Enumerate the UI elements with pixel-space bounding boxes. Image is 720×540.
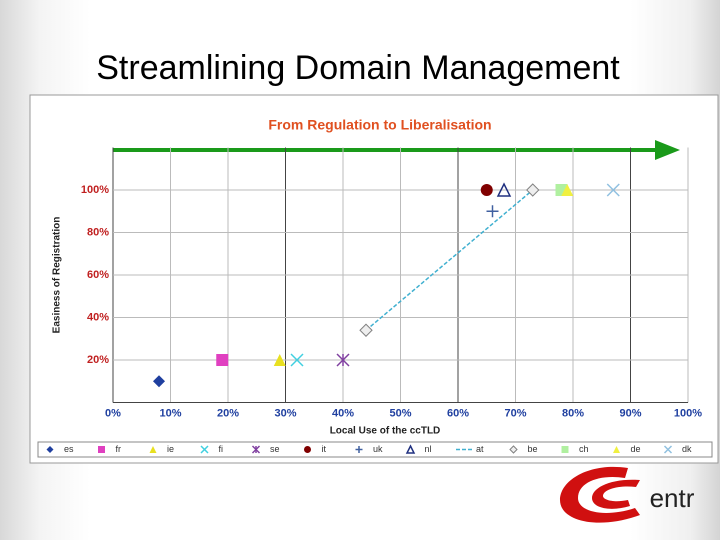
marker	[200, 445, 209, 454]
y-axis-label: Easiness of Registration	[52, 217, 63, 334]
marker	[304, 446, 311, 453]
triangle	[613, 446, 620, 453]
marker	[149, 446, 157, 453]
marker	[561, 184, 574, 196]
marker	[290, 353, 304, 367]
stroke	[606, 183, 620, 197]
square	[98, 446, 105, 453]
stroke	[200, 445, 209, 454]
triangle	[273, 354, 286, 366]
diamond	[46, 446, 54, 453]
marker	[613, 446, 620, 453]
marker	[480, 184, 493, 196]
legend-label: at	[476, 444, 484, 454]
triangle	[561, 184, 574, 196]
x-tick-label: 50%	[389, 407, 411, 419]
legend-label: it	[322, 444, 327, 454]
legend-label: es	[64, 444, 74, 454]
y-tick-label: 100%	[81, 184, 109, 196]
y-tick-label: 80%	[87, 226, 109, 238]
triangle	[149, 446, 157, 453]
triangle	[405, 444, 416, 454]
legend-label: fi	[219, 444, 224, 454]
marker	[561, 446, 569, 453]
line	[365, 189, 534, 331]
diamond	[153, 375, 165, 388]
legend-label: fr	[116, 444, 122, 454]
marker	[509, 445, 518, 454]
x-axis-label: Local Use of the ccTLD	[330, 426, 441, 437]
circle	[304, 446, 311, 453]
chart-title: From Regulation to Liberalisation	[268, 117, 491, 133]
x-tick-label: 80%	[562, 407, 584, 419]
triangle	[496, 182, 512, 197]
x-tick-label: 20%	[217, 407, 239, 419]
x-tick-label: 90%	[619, 407, 641, 419]
logo-text: entr	[650, 483, 695, 513]
marker	[153, 375, 165, 388]
marker	[336, 353, 350, 367]
slide-title: Streamlining Domain Management	[96, 49, 620, 87]
marker	[486, 205, 499, 218]
marker	[663, 445, 673, 454]
square	[561, 446, 569, 453]
circle	[480, 184, 493, 196]
legend-label: nl	[425, 444, 432, 454]
legend-label: ch	[579, 444, 589, 454]
marker	[251, 445, 261, 454]
x-tick-label: 10%	[159, 407, 181, 419]
marker	[216, 354, 229, 366]
legend-label: uk	[373, 444, 383, 454]
legend-label: ie	[167, 444, 174, 454]
legend-label: be	[528, 444, 538, 454]
stroke	[290, 353, 304, 367]
marker	[46, 446, 54, 453]
y-tick-label: 60%	[87, 269, 109, 281]
chart-frame	[29, 94, 719, 464]
legend-label: dk	[682, 444, 692, 454]
marker	[273, 354, 286, 366]
marker	[496, 182, 512, 197]
diamond	[526, 183, 540, 197]
marker	[526, 183, 540, 197]
logo-mark	[592, 479, 640, 509]
x-tick-label: 0%	[105, 407, 121, 419]
legend-box	[37, 441, 713, 458]
marker	[405, 444, 416, 454]
x-tick-label: 30%	[274, 407, 296, 419]
diamond	[509, 445, 518, 454]
x-tick-label: 100%	[674, 407, 702, 419]
legend-label: de	[631, 444, 641, 454]
stroke	[663, 445, 673, 454]
x-tick-label: 60%	[447, 407, 469, 419]
logo-mark	[560, 466, 640, 523]
x-tick-label: 40%	[332, 407, 354, 419]
arrow-head	[655, 140, 680, 160]
diamond	[359, 323, 373, 337]
y-tick-label: 40%	[87, 311, 109, 323]
y-tick-label: 20%	[87, 354, 109, 366]
marker	[355, 446, 363, 453]
marker	[98, 446, 105, 453]
marker	[606, 183, 620, 197]
marker	[359, 323, 373, 337]
legend-label: se	[270, 444, 280, 454]
square	[216, 354, 229, 366]
x-tick-label: 70%	[504, 407, 526, 419]
